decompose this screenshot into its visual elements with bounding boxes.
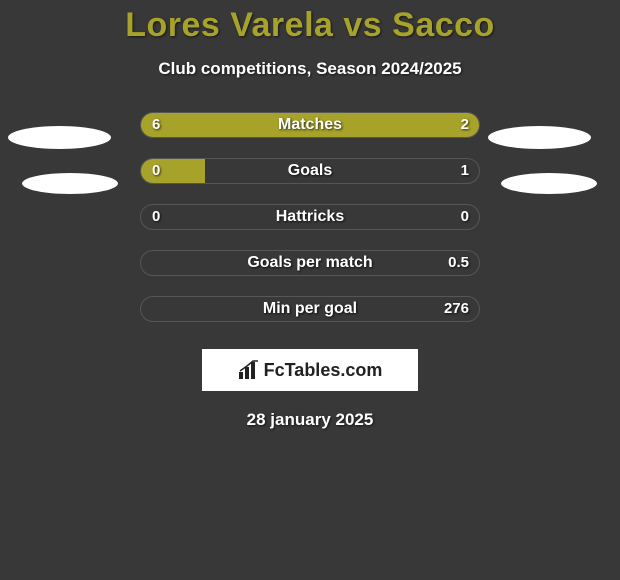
- stat-metric-label: Goals: [140, 158, 480, 184]
- player-left-avatar: [8, 126, 111, 149]
- player-left-avatar: [22, 173, 118, 194]
- stat-row: 00Hattricks: [0, 204, 620, 230]
- stat-metric-label: Matches: [140, 112, 480, 138]
- player-right-avatar: [488, 126, 591, 149]
- snapshot-date: 28 january 2025: [0, 410, 620, 430]
- page-title: Lores Varela vs Sacco: [0, 0, 620, 45]
- brand-text: FcTables.com: [264, 360, 383, 381]
- stat-row: 276Min per goal: [0, 296, 620, 322]
- stat-row: 0.5Goals per match: [0, 250, 620, 276]
- bar-chart-icon: [238, 360, 260, 380]
- stat-metric-label: Goals per match: [140, 250, 480, 276]
- comparison-chart: 62Matches01Goals00Hattricks0.5Goals per …: [0, 112, 620, 342]
- player-right-avatar: [501, 173, 597, 194]
- brand-badge: FcTables.com: [202, 349, 418, 391]
- subtitle: Club competitions, Season 2024/2025: [0, 59, 620, 79]
- stat-metric-label: Hattricks: [140, 204, 480, 230]
- stat-metric-label: Min per goal: [140, 296, 480, 322]
